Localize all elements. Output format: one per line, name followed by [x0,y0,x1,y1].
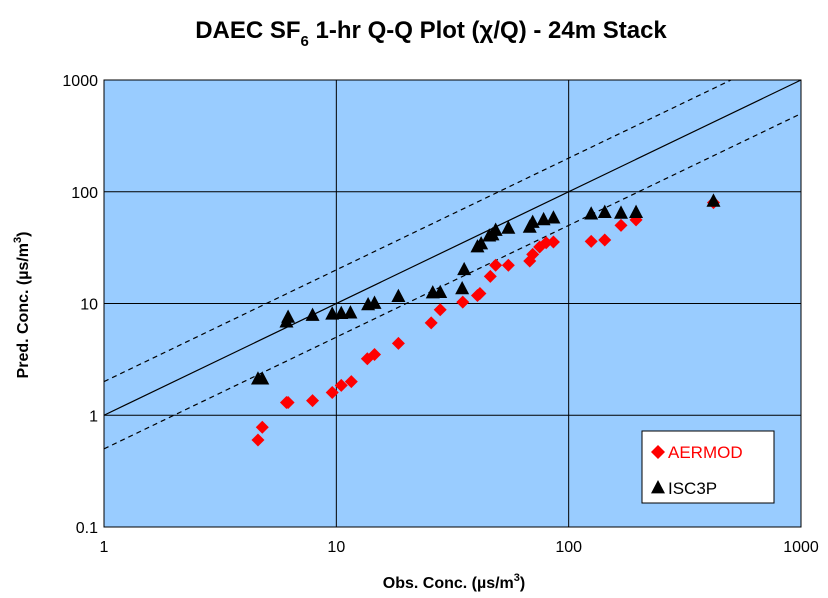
isc3p-point [433,284,448,298]
aermod-point [281,396,295,410]
aermod-point [483,269,497,283]
y-axis-ticks: 0.1 1 10 100 1000 [62,73,98,537]
aermod-point [368,347,382,361]
reference-lines [103,79,802,450]
legend-marker-aermod [651,445,665,459]
isc3p-point [629,204,644,218]
reference-line-dashed [103,79,732,383]
chart-title-text: DAEC SF [195,17,300,44]
aermod-point [391,336,405,350]
legend-marker-isc3p [651,480,665,494]
reference-line-solid [103,79,802,416]
y-axis-label-text: Pred. Conc. (µs/m [15,243,32,378]
isc3p-point [546,210,561,224]
aermod-point [456,295,470,309]
aermod-point [501,258,515,272]
isc3p-point [488,222,503,236]
isc3p-point [501,220,516,234]
x-tick-label: 100 [555,539,582,556]
aermod-point [251,433,265,447]
isc3p-point [597,204,612,218]
legend-label-isc3p: ISC3P [668,479,717,498]
isc3p-point [334,305,349,320]
chart-title: DAEC SF6 1-hr Q-Q Plot (χ/Q) - 24m Stack [195,17,667,50]
legend-label-aermod: AERMOD [668,443,743,462]
data-points [250,193,721,447]
aermod-point [539,236,553,250]
isc3p-point [457,261,472,276]
isc3p-point [367,295,382,309]
plot-frame [103,79,802,528]
x-axis-label-superscript: 3 [514,572,520,584]
isc3p-point [525,214,540,228]
x-axis-label-close: ) [520,575,525,592]
legend: AERMOD ISC3P [641,430,775,504]
aermod-point [546,235,560,249]
aermod-point [344,375,358,389]
isc3p-point [305,307,320,321]
gridlines [104,80,801,527]
x-tick-label: 10 [327,539,345,556]
y-axis-label-close: ) [15,232,32,237]
aermod-point [523,254,537,268]
aermod-point [473,286,487,300]
aermod-point [306,394,320,408]
x-tick-label: 1 [100,539,109,556]
isc3p-point [614,205,629,219]
x-axis-label-text: Obs. Conc. (µs/m [383,575,514,592]
aermod-point [255,420,269,434]
y-tick-label: 1 [89,408,98,425]
legend-box [641,430,775,504]
aermod-point [325,385,339,399]
isc3p-point [474,236,489,250]
isc3p-point [343,305,358,319]
isc3p-point [706,193,721,207]
x-tick-label: 1000 [783,539,819,556]
y-tick-label: 10 [80,297,98,314]
y-tick-label: 100 [71,185,98,202]
aermod-point [334,378,348,392]
series-isc3p [250,193,721,385]
reference-line-dashed [103,113,802,450]
chart-title-subscript: 6 [301,33,309,50]
chart-title-text-rest: 1-hr Q-Q Plot (χ/Q) - 24m Stack [309,17,668,44]
isc3p-point [255,371,270,385]
isc3p-point [584,206,599,220]
aermod-point [598,233,612,247]
aermod-point [584,234,598,248]
isc3p-point [536,211,551,226]
series-aermod [251,196,720,447]
y-axis-label-superscript: 3 [12,237,24,243]
y-axis-label: Pred. Conc. (µs/m3) [12,232,32,379]
y-tick-label: 1000 [62,73,98,90]
aermod-point [614,218,628,232]
isc3p-point [281,309,296,323]
y-tick-label: 0.1 [76,520,98,537]
isc3p-point [391,288,406,303]
aermod-point [489,258,503,272]
aermod-point [433,303,447,317]
aermod-point [526,247,540,261]
aermod-point [424,316,438,330]
x-axis-ticks: 1 10 100 1000 [100,539,819,556]
isc3p-point [455,280,470,295]
x-axis-label: Obs. Conc. (µs/m3) [383,572,525,592]
